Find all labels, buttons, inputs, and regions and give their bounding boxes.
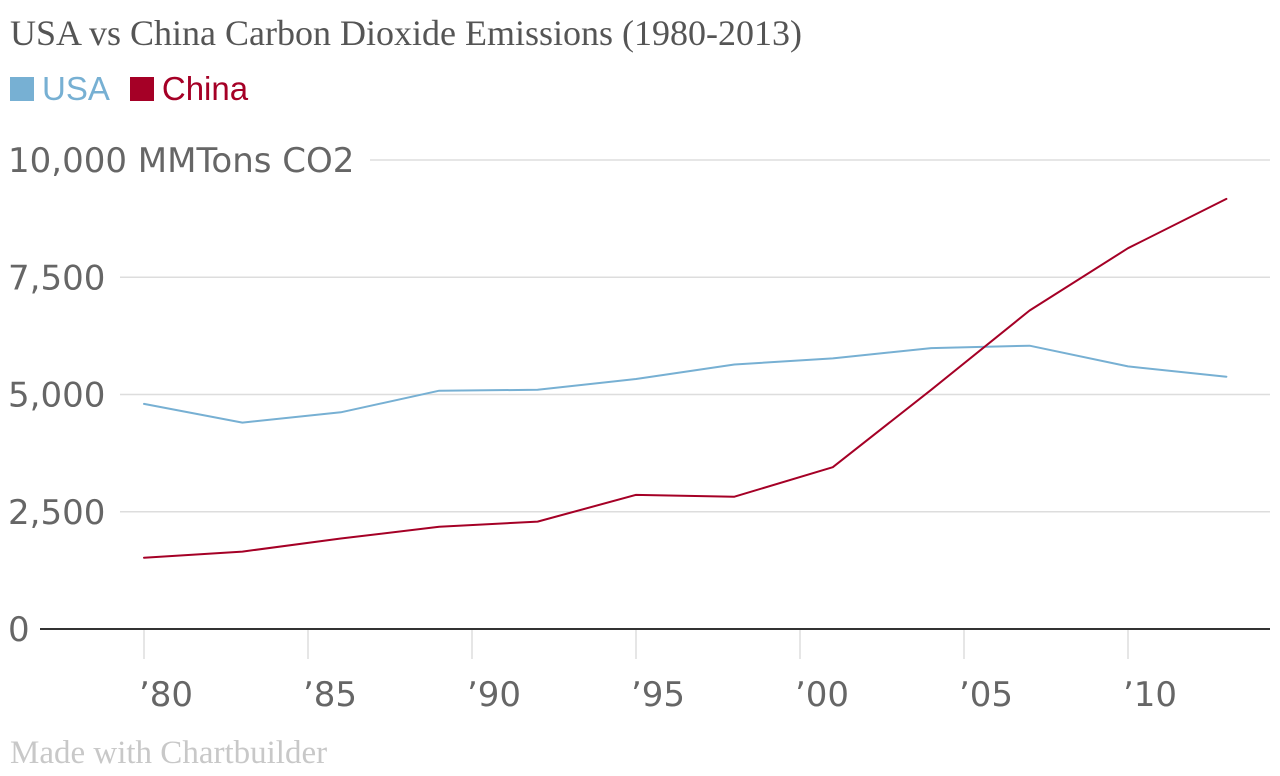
y-tick-label: 5,000: [8, 376, 105, 416]
x-tick-label: ’10: [1123, 675, 1177, 715]
legend-label-china: China: [161, 70, 249, 107]
y-tick-label: 2,500: [8, 493, 105, 533]
x-tick-label: ’95: [631, 675, 685, 715]
series-line-china: [143, 197, 1228, 559]
y-tick-label: 10,000 MMTons CO2: [8, 141, 354, 181]
y-tick-label: 7,500: [8, 258, 105, 298]
legend-swatch-usa: [10, 77, 34, 101]
x-tick-label: ’05: [959, 675, 1013, 715]
y-tick-label: 0: [8, 610, 30, 650]
chart-title: USA vs China Carbon Dioxide Emissions (1…: [10, 13, 802, 53]
x-tick-label: ’90: [467, 675, 521, 715]
legend-item-china: China: [129, 70, 249, 108]
x-tick-label: ’85: [303, 675, 357, 715]
legend-swatch-china: [129, 77, 154, 101]
x-tick-label: ’00: [795, 675, 849, 715]
x-tick-label: ’80: [139, 675, 193, 715]
legend: USA China: [10, 70, 268, 108]
chart-credit: Made with Chartbuilder: [10, 735, 328, 771]
legend-label-usa: USA: [42, 70, 110, 107]
series-line-usa: [143, 344, 1228, 424]
legend-item-usa: USA: [10, 70, 110, 108]
